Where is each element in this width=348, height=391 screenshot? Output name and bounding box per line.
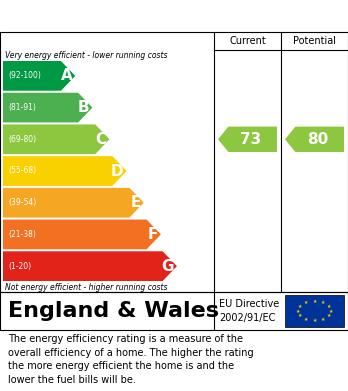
Text: D: D bbox=[111, 163, 124, 179]
Text: Current: Current bbox=[229, 36, 266, 46]
Text: ★: ★ bbox=[312, 299, 317, 304]
Text: ★: ★ bbox=[329, 308, 333, 314]
Text: Potential: Potential bbox=[293, 36, 336, 46]
Text: Energy Efficiency Rating: Energy Efficiency Rating bbox=[8, 7, 255, 25]
Text: E: E bbox=[130, 195, 141, 210]
Text: B: B bbox=[78, 100, 89, 115]
Polygon shape bbox=[3, 251, 177, 281]
Text: (21-38): (21-38) bbox=[8, 230, 36, 239]
Text: (39-54): (39-54) bbox=[8, 198, 36, 207]
Text: ★: ★ bbox=[296, 308, 300, 314]
Polygon shape bbox=[3, 93, 92, 122]
Text: EU Directive
2002/91/EC: EU Directive 2002/91/EC bbox=[219, 299, 279, 323]
Text: Very energy efficient - lower running costs: Very energy efficient - lower running co… bbox=[5, 50, 167, 59]
Text: ★: ★ bbox=[304, 317, 308, 322]
Text: G: G bbox=[161, 258, 174, 274]
Text: The energy efficiency rating is a measure of the
overall efficiency of a home. T: The energy efficiency rating is a measur… bbox=[8, 334, 254, 385]
Text: ★: ★ bbox=[321, 300, 325, 305]
Polygon shape bbox=[3, 124, 110, 154]
Text: ★: ★ bbox=[298, 313, 302, 318]
Text: C: C bbox=[95, 132, 106, 147]
Text: ★: ★ bbox=[304, 300, 308, 305]
Bar bbox=[285, 295, 344, 327]
Text: 73: 73 bbox=[240, 132, 261, 147]
Polygon shape bbox=[3, 188, 144, 217]
Polygon shape bbox=[3, 220, 161, 249]
Text: (69-80): (69-80) bbox=[8, 135, 36, 144]
Polygon shape bbox=[285, 127, 344, 152]
Text: ★: ★ bbox=[327, 313, 331, 318]
Text: F: F bbox=[148, 227, 158, 242]
Text: (81-91): (81-91) bbox=[8, 103, 36, 112]
Text: A: A bbox=[61, 68, 72, 83]
Text: (55-68): (55-68) bbox=[8, 167, 36, 176]
Polygon shape bbox=[3, 61, 75, 91]
Text: (1-20): (1-20) bbox=[8, 262, 31, 271]
Text: England & Wales: England & Wales bbox=[8, 301, 219, 321]
Text: ★: ★ bbox=[327, 304, 331, 309]
Polygon shape bbox=[218, 127, 277, 152]
Text: (92-100): (92-100) bbox=[8, 71, 41, 81]
Text: ★: ★ bbox=[298, 304, 302, 309]
Text: ★: ★ bbox=[321, 317, 325, 322]
Text: ★: ★ bbox=[312, 318, 317, 323]
Text: Not energy efficient - higher running costs: Not energy efficient - higher running co… bbox=[5, 283, 167, 292]
Polygon shape bbox=[3, 156, 127, 186]
Text: 80: 80 bbox=[307, 132, 328, 147]
